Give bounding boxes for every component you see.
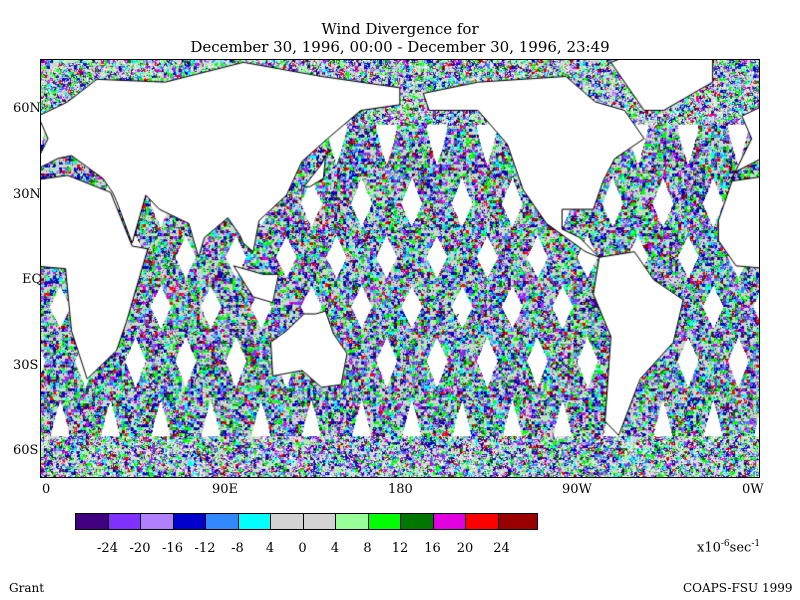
colorbar xyxy=(75,513,538,530)
colorbar-units: x10-6sec-1 xyxy=(697,539,760,555)
lat-label-60n: 60N xyxy=(13,101,41,116)
colorbar-tick-label: 12 xyxy=(391,541,409,556)
colorbar-tick-label: -16 xyxy=(162,541,183,556)
colorbar-swatch xyxy=(303,514,336,529)
lon-label-0: 0 xyxy=(42,482,51,497)
colorbar-tick-label: 20 xyxy=(456,541,474,556)
lat-label-30n: 30N xyxy=(13,187,41,202)
units-base: x10 xyxy=(697,540,721,556)
lat-label-eq: EQ xyxy=(22,272,43,287)
colorbar-tick-label: -20 xyxy=(129,541,151,556)
colorbar-tick-label: 0 xyxy=(298,541,307,556)
colorbar-swatch xyxy=(466,514,499,529)
lat-label-30s: 30S xyxy=(13,358,39,373)
lat-label-60s: 60S xyxy=(13,443,39,458)
units-exponent: -6 xyxy=(720,539,730,549)
colorbar-swatch xyxy=(271,514,304,529)
colorbar-tick-label: -8 xyxy=(231,541,244,556)
colorbar-swatch xyxy=(206,514,239,529)
colorbar-swatch xyxy=(141,514,174,529)
colorbar-swatch xyxy=(433,514,466,529)
colorbar-swatch xyxy=(173,514,206,529)
wind-divergence-map xyxy=(40,59,760,478)
colorbar-tick-label: 24 xyxy=(493,541,510,556)
units-sec-exponent: -1 xyxy=(751,539,761,549)
colorbar-tick-label: 4 xyxy=(330,541,340,556)
lon-label-90w: 90W xyxy=(562,482,592,497)
colorbar-swatch xyxy=(401,514,434,529)
map-subtitle: December 30, 1996, 00:00 - December 30, … xyxy=(190,38,610,56)
colorbar-swatch xyxy=(108,514,141,529)
colorbar-tick-label: 8 xyxy=(363,541,372,556)
colorbar-tick-label: -12 xyxy=(194,541,216,556)
colorbar-tick-label: 16 xyxy=(424,541,441,556)
lon-label-90e: 90E xyxy=(212,482,239,497)
map-title: Wind Divergence for xyxy=(321,20,479,38)
units-sec: sec xyxy=(729,540,752,556)
colorbar-swatch xyxy=(76,514,109,529)
colorbar-swatch xyxy=(238,514,271,529)
lon-label-0w: 0W xyxy=(742,482,764,497)
colorbar-swatch xyxy=(336,514,369,529)
colorbar-tick-label: 4 xyxy=(265,541,275,556)
lon-label-180: 180 xyxy=(388,482,413,497)
colorbar-swatch xyxy=(368,514,401,529)
colorbar-tick-label: -24 xyxy=(97,541,118,556)
colorbar-swatch xyxy=(498,514,537,529)
footer-credit: COAPS-FSU 1999 xyxy=(683,581,793,595)
footer-author: Grant xyxy=(9,581,45,595)
